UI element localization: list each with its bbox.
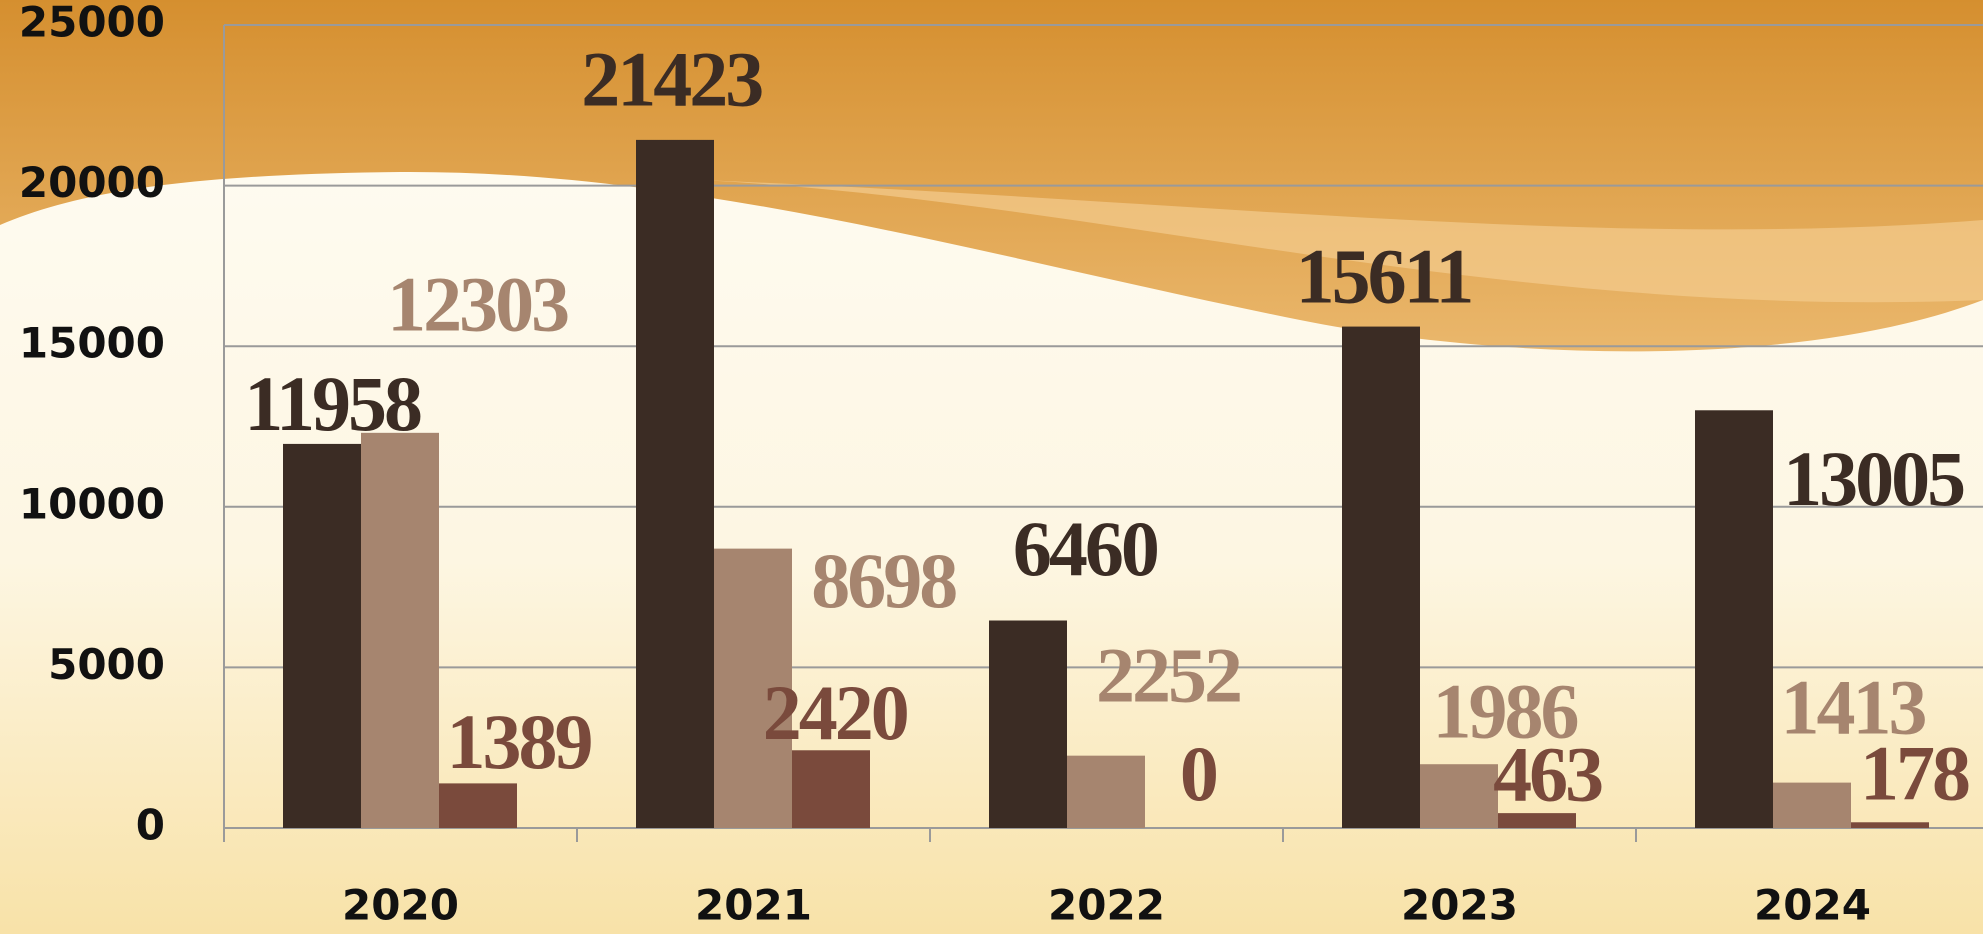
x-tick-label: 2020 xyxy=(342,881,459,930)
bar xyxy=(714,548,792,828)
data-label: 0 xyxy=(1180,730,1217,817)
data-label: 12303 xyxy=(387,260,568,347)
data-label: 21423 xyxy=(581,36,762,123)
data-label: 15611 xyxy=(1296,233,1472,320)
data-label: 463 xyxy=(1493,730,1602,817)
bar xyxy=(1342,326,1420,828)
data-label: 1389 xyxy=(446,698,591,785)
data-label: 2252 xyxy=(1096,631,1240,718)
x-tick-label: 2024 xyxy=(1754,881,1871,930)
bar xyxy=(361,432,439,828)
bar xyxy=(989,620,1067,828)
bar xyxy=(439,783,517,828)
data-label: 8698 xyxy=(811,537,956,624)
x-tick-label: 2021 xyxy=(695,881,812,930)
bar xyxy=(636,139,714,828)
y-tick-label: 0 xyxy=(136,801,165,850)
y-tick-label: 25000 xyxy=(19,0,165,47)
data-label: 13005 xyxy=(1783,435,1964,522)
data-label: 178 xyxy=(1860,730,1969,817)
data-label: 1413 xyxy=(1780,663,1925,750)
bar xyxy=(1067,755,1145,828)
y-tick-label: 5000 xyxy=(48,640,165,689)
bar xyxy=(283,443,361,828)
y-tick-label: 15000 xyxy=(19,319,165,368)
data-label: 6460 xyxy=(1013,505,1158,592)
bar xyxy=(1695,410,1773,828)
data-label: 2420 xyxy=(763,669,908,756)
data-label: 11958 xyxy=(244,360,421,447)
y-tick-label: 20000 xyxy=(19,158,165,207)
x-tick-label: 2023 xyxy=(1401,881,1518,930)
bar xyxy=(1773,782,1851,828)
bar xyxy=(1420,764,1498,828)
y-tick-label: 10000 xyxy=(19,479,165,528)
background-wave xyxy=(700,180,1983,303)
bar xyxy=(792,750,870,828)
bar xyxy=(1851,822,1929,828)
plot: 0 5000 10000 15000 20000 25000 2020 2021 2022 202… xyxy=(19,0,1983,930)
x-tick-label: 2022 xyxy=(1048,881,1165,930)
bar xyxy=(1498,813,1576,828)
data-label: 1986 xyxy=(1433,668,1578,755)
